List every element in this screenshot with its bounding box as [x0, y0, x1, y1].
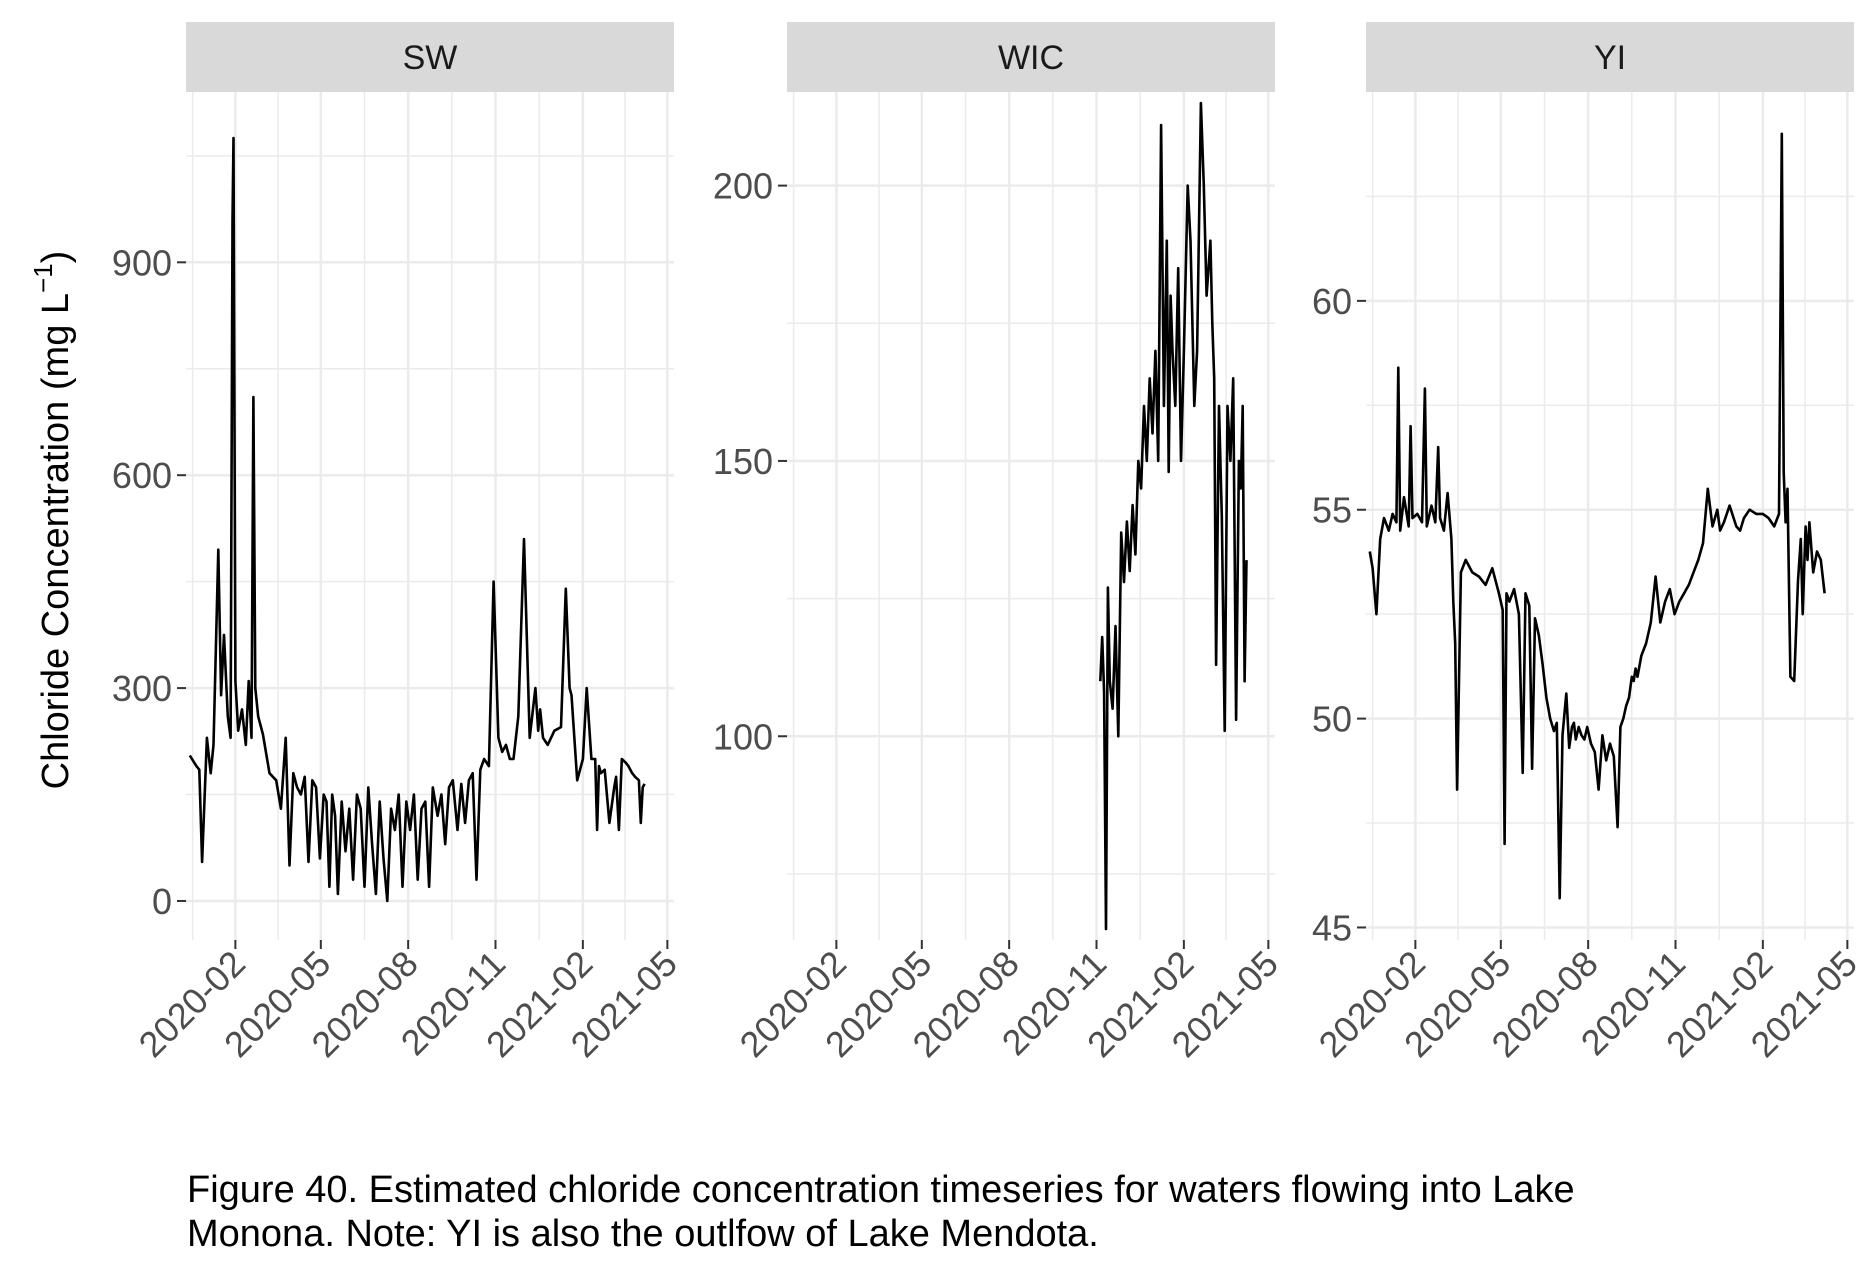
y-tick-label: 200 — [713, 166, 773, 207]
panel-yi: YI455055602020-022020-052020-082020-1120… — [1311, 22, 1865, 1065]
y-tick-label: 300 — [112, 668, 172, 709]
y-tick-label: 100 — [713, 716, 773, 757]
series-line-wic — [1099, 101, 1248, 931]
y-tick-label: 60 — [1312, 281, 1352, 322]
y-axis-title-exponent: −1 — [28, 263, 58, 293]
y-axis-title-close: ) — [35, 251, 77, 264]
strip-label-yi: YI — [1594, 39, 1626, 77]
panel-sw: SW03006009002020-022020-052020-082020-11… — [112, 22, 685, 1065]
y-tick-label: 150 — [713, 441, 773, 482]
figure-caption: Figure 40. Estimated chloride concentrat… — [187, 1168, 1787, 1256]
y-axis-title-unit: (mg L — [35, 293, 77, 390]
facet-panels: SW03006009002020-022020-052020-082020-11… — [112, 22, 1865, 1065]
strip-yi — [1366, 22, 1854, 92]
y-tick-label: 50 — [1312, 699, 1352, 740]
strip-wic — [787, 22, 1275, 92]
series-line-sw — [188, 136, 646, 903]
strip-label-wic: WIC — [998, 39, 1064, 77]
series-line-yi — [1368, 132, 1826, 900]
y-tick-label: 600 — [112, 455, 172, 496]
y-tick-label: 45 — [1312, 907, 1352, 948]
figure-caption-line-2: Monona. Note: YI is also the outlfow of … — [187, 1213, 1099, 1255]
y-axis-title: Chloride Concentration (mg L−1) — [28, 251, 77, 790]
y-tick-label: 900 — [112, 242, 172, 283]
y-axis-title-main: Chloride Concentration — [35, 390, 77, 789]
y-tick-label: 0 — [152, 881, 172, 922]
y-tick-label: 55 — [1312, 490, 1352, 531]
figure-caption-line-1: Figure 40. Estimated chloride concentrat… — [187, 1169, 1575, 1211]
panel-wic: WIC1001502002020-022020-052020-082020-11… — [713, 22, 1286, 1065]
strip-label-sw: SW — [403, 39, 458, 77]
strip-sw — [186, 22, 674, 92]
